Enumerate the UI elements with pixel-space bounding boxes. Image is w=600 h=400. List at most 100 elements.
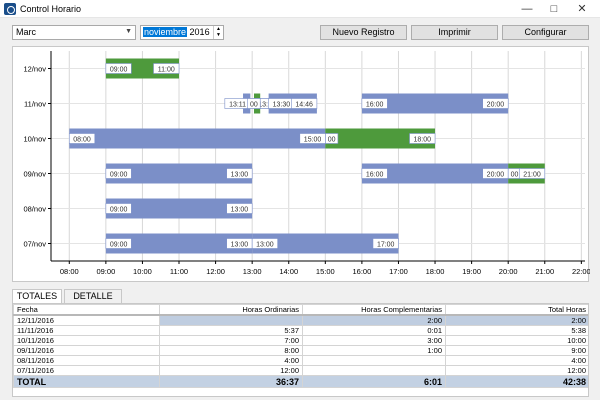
user-dropdown[interactable]: Marc ▼: [12, 25, 136, 40]
bar-start-label: 13:11: [258, 101, 275, 108]
col-header-total[interactable]: Total Horas: [445, 304, 588, 316]
timeline-chart-panel: 08:00 09:00 10:00 11:00 12:00 13:00 14:00 15:00…: [12, 46, 590, 282]
y-tick-label: 10/nov: [23, 135, 46, 144]
bar-start-label-box: [68, 133, 96, 144]
bar-end-label: 11:00: [158, 66, 175, 73]
table-row[interactable]: 07/11/2016 12:00 12:00: [13, 365, 588, 376]
bar-end-label-box: [372, 238, 399, 249]
bar-start-label-box: [361, 98, 388, 109]
bar-prefix-label-box: [299, 133, 326, 144]
total-label: TOTAL: [13, 375, 160, 388]
x-tick-label: 10:00: [133, 267, 152, 276]
configurar-button[interactable]: Configurar: [502, 25, 589, 40]
bar-start-label-box: [105, 238, 132, 249]
time-bar-blue: [105, 163, 253, 184]
cell-ordinarias: 4:00: [159, 355, 303, 366]
y-tick-label: 09/nov: [23, 170, 46, 179]
x-tick-label: 09:00: [96, 267, 115, 276]
bar-end-label-box: [226, 168, 253, 179]
x-tick-label: 22:00: [572, 267, 590, 276]
bar-end-label: 00: [250, 101, 258, 108]
window-title: Control Horario: [20, 4, 82, 14]
cell-total: 9:00: [445, 345, 588, 356]
table-row[interactable]: 10/11/2016 7:00 3:00 10:00: [13, 335, 588, 346]
spinner-arrows-icon[interactable]: ▲ ▼: [213, 26, 223, 39]
nuevo-registro-button[interactable]: Nuevo Registro: [320, 25, 407, 40]
bar-end-label: 13:00: [231, 206, 249, 213]
bar-start-label-box: [105, 168, 132, 179]
bar-start-label: 13:00: [256, 241, 274, 248]
bar-start-label: 16:00: [366, 101, 384, 108]
maximize-button[interactable]: □: [550, 3, 558, 15]
cell-fecha: 09/11/2016: [13, 345, 160, 356]
y-tick-label: 08/nov: [23, 205, 46, 214]
bar-start-label-box: [105, 203, 132, 214]
total-ordinarias: 36:37: [159, 375, 303, 388]
imprimir-button[interactable]: Imprimir: [411, 25, 498, 40]
cell-complementarias: [302, 365, 446, 376]
table-row[interactable]: 08/11/2016 4:00 4:00: [13, 355, 588, 366]
col-header-complementarias[interactable]: Horas Complementarias: [302, 304, 446, 316]
minimize-button[interactable]: —: [521, 3, 533, 15]
x-tick-label: 20:00: [499, 267, 518, 276]
cell-fecha: 12/11/2016: [13, 314, 160, 326]
title-bar: Control Horario — □ ✕: [0, 0, 600, 18]
bar-start-label-box: [361, 168, 388, 179]
cell-total: 2:00: [445, 314, 588, 326]
cell-total: 10:00: [445, 335, 588, 346]
x-tick-label: 18:00: [426, 267, 445, 276]
cell-ordinarias: 12:00: [159, 365, 303, 376]
cell-complementarias: 0:01: [302, 325, 446, 336]
bar-end-label-box: [247, 98, 261, 109]
bar-start-label: 09:00: [110, 206, 128, 213]
cell-complementarias: 3:00: [302, 335, 446, 346]
table-row[interactable]: 12/11/2016 2:00 2:00: [13, 314, 588, 326]
bar-end-label: 17:00: [377, 241, 395, 248]
timeline-chart: 08:00 09:00 10:00 11:00 12:00 13:00 14:00 15:00…: [23, 51, 590, 276]
cell-ordinarias: 7:00: [159, 335, 303, 346]
time-bar-blue: [361, 163, 509, 184]
col-header-ordinarias[interactable]: Horas Ordinarias: [159, 304, 303, 316]
month-value[interactable]: noviembre: [143, 27, 188, 37]
tab-detalle[interactable]: DETALLE: [64, 289, 122, 303]
bar-end-label: 13:00: [231, 241, 249, 248]
year-value[interactable]: 2016: [189, 27, 210, 37]
col-header-fecha[interactable]: Fecha: [13, 304, 160, 316]
x-tick-label: 14:00: [279, 267, 298, 276]
chevron-down-icon: ▼: [125, 28, 132, 35]
x-tick-label: 15:00: [316, 267, 335, 276]
bar-end-label: 13:00: [231, 171, 249, 178]
cell-fecha: 08/11/2016: [13, 355, 160, 366]
month-year-picker[interactable]: noviembre 2016 ▲ ▼: [140, 25, 224, 40]
total-row: TOTAL 36:37 6:01 42:38: [13, 375, 588, 388]
totals-grid: Fecha Horas Ordinarias Horas Complementa…: [12, 303, 589, 397]
cell-fecha: 07/11/2016: [13, 365, 160, 376]
tab-totales[interactable]: TOTALES: [12, 289, 62, 304]
bar-start-label: 16:00: [366, 171, 384, 178]
bar-start-label: 00: [511, 171, 519, 178]
app-clock-icon: [4, 3, 16, 15]
time-bar-blue: [252, 233, 399, 254]
time-bar-blue: [105, 198, 253, 219]
cell-total: 12:00: [445, 365, 588, 376]
bar-start-label: 09:00: [110, 171, 128, 178]
bar-prefix-label: 15:00: [304, 136, 322, 143]
bar-end-label-box: [518, 168, 546, 179]
y-tick-label: 07/nov: [23, 240, 46, 249]
cell-total: 5:38: [445, 325, 588, 336]
bar-end-label-box: [226, 203, 253, 214]
y-tick-label: 12/nov: [23, 65, 46, 74]
bar-end-label: 13:11: [229, 101, 246, 108]
bar-end-label: 20:00: [487, 101, 505, 108]
toolbar: Marc ▼ noviembre 2016 ▲ ▼ Nuevo Registro …: [0, 18, 600, 46]
bar-start-label: 13:30: [273, 101, 291, 108]
table-row[interactable]: 09/11/2016 8:00 1:00 9:00: [13, 345, 588, 356]
cell-ordinarias: [159, 314, 303, 326]
x-tick-label: 21:00: [535, 267, 554, 276]
x-tick-label: 13:00: [243, 267, 262, 276]
table-row[interactable]: 11/11/2016 5:37 0:01 5:38: [13, 325, 588, 336]
close-button[interactable]: ✕: [577, 3, 587, 15]
x-tick-label: 11:00: [170, 267, 188, 276]
bar-start-label: 08:00: [73, 136, 91, 143]
